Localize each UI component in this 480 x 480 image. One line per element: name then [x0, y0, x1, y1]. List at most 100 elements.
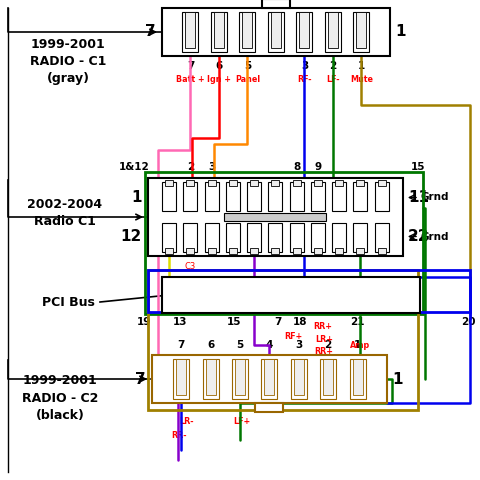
Bar: [271, 248, 279, 254]
Text: RR+: RR+: [313, 322, 332, 331]
Text: Grnd: Grnd: [420, 192, 449, 203]
Bar: [353, 223, 367, 252]
Text: 2: 2: [324, 340, 331, 350]
Bar: [268, 223, 282, 252]
Bar: [377, 248, 385, 254]
Bar: [148, 270, 417, 410]
Bar: [247, 182, 261, 211]
Bar: [356, 248, 364, 254]
Text: RF-: RF-: [297, 75, 311, 84]
Text: 6: 6: [215, 61, 222, 71]
Bar: [183, 223, 197, 252]
Bar: [332, 182, 346, 211]
Text: Batt +: Batt +: [176, 75, 204, 84]
Bar: [268, 182, 282, 211]
Bar: [264, 359, 274, 395]
Bar: [162, 8, 389, 56]
Text: 15: 15: [410, 162, 425, 172]
Text: LR-: LR-: [179, 417, 193, 426]
Bar: [324, 12, 340, 52]
Bar: [349, 359, 365, 399]
Text: 7: 7: [135, 372, 146, 386]
Bar: [262, 0, 289, 8]
Text: 1: 1: [353, 340, 360, 350]
Text: Grnd: Grnd: [420, 231, 449, 241]
Bar: [332, 223, 346, 252]
Text: RR-: RR-: [171, 431, 187, 440]
Bar: [352, 359, 362, 395]
Text: 22: 22: [407, 229, 429, 244]
Bar: [186, 180, 194, 186]
Bar: [228, 248, 237, 254]
Bar: [185, 12, 195, 48]
Bar: [207, 248, 216, 254]
Text: 9: 9: [314, 162, 321, 172]
Bar: [377, 180, 385, 186]
Bar: [323, 359, 333, 395]
Bar: [204, 182, 218, 211]
Text: 13: 13: [172, 317, 187, 327]
Text: Panel: Panel: [234, 75, 260, 84]
Bar: [374, 182, 388, 211]
Bar: [299, 12, 309, 48]
Bar: [165, 248, 173, 254]
Bar: [250, 180, 258, 186]
Bar: [293, 359, 303, 395]
Bar: [311, 182, 324, 211]
Bar: [261, 359, 277, 399]
Bar: [289, 182, 303, 211]
Bar: [353, 12, 369, 52]
Text: 1: 1: [357, 61, 364, 71]
Text: LF+: LF+: [233, 417, 250, 426]
Text: 7: 7: [186, 61, 194, 71]
Text: Amp: Amp: [349, 341, 369, 350]
Text: 1: 1: [131, 190, 142, 205]
Text: 1: 1: [391, 372, 402, 386]
Bar: [313, 248, 321, 254]
Text: 6: 6: [207, 340, 214, 350]
Bar: [173, 359, 189, 399]
Bar: [292, 180, 300, 186]
Bar: [148, 270, 469, 312]
Text: RR+: RR+: [314, 347, 333, 356]
Bar: [207, 180, 216, 186]
Text: 2: 2: [187, 162, 194, 172]
Text: 7: 7: [145, 24, 156, 39]
Text: 1999-2001
RADIO - C1
(gray): 1999-2001 RADIO - C1 (gray): [30, 38, 106, 85]
Bar: [290, 359, 306, 399]
Text: 7: 7: [274, 317, 281, 327]
Text: 19: 19: [136, 317, 151, 327]
Bar: [162, 182, 176, 211]
Bar: [250, 248, 258, 254]
Bar: [311, 223, 324, 252]
Text: 1999-2001
RADIO - C2
(black): 1999-2001 RADIO - C2 (black): [22, 374, 98, 421]
Bar: [203, 359, 218, 399]
Text: RF+: RF+: [275, 361, 293, 370]
Bar: [186, 248, 194, 254]
Bar: [242, 12, 252, 48]
Bar: [205, 359, 216, 395]
Bar: [271, 180, 279, 186]
Text: 20: 20: [460, 317, 474, 327]
Bar: [228, 180, 237, 186]
Bar: [374, 223, 388, 252]
Bar: [165, 180, 173, 186]
Bar: [214, 12, 224, 48]
Text: Mute: Mute: [349, 75, 372, 84]
Bar: [247, 223, 261, 252]
Text: 18: 18: [292, 317, 307, 327]
Bar: [270, 12, 280, 48]
Bar: [235, 359, 245, 395]
Text: Ign +: Ign +: [206, 75, 230, 84]
Bar: [313, 180, 321, 186]
Text: LR+: LR+: [314, 335, 333, 344]
Bar: [296, 12, 312, 52]
Bar: [320, 359, 336, 399]
Bar: [148, 178, 402, 256]
Text: 1: 1: [394, 24, 405, 39]
Bar: [356, 180, 364, 186]
Text: 11: 11: [407, 190, 428, 205]
Bar: [144, 172, 422, 314]
Bar: [162, 277, 419, 313]
Text: 3: 3: [295, 340, 302, 350]
